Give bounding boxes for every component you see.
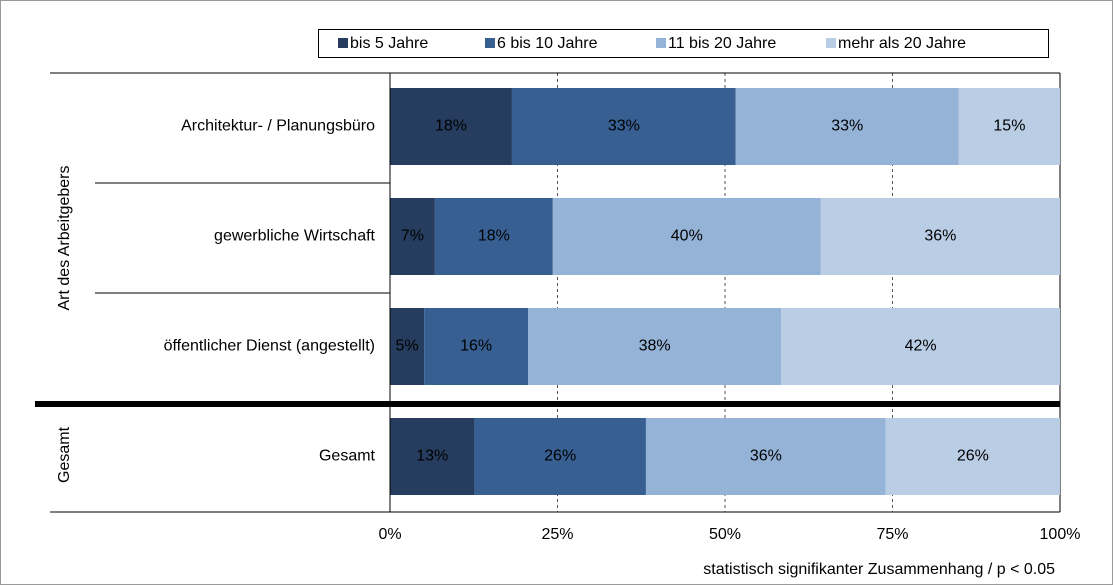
data-label: 7%: [401, 228, 424, 245]
x-tick-label: 50%: [709, 526, 741, 543]
bar-segment: [820, 198, 1060, 275]
legend-label: bis 5 Jahre: [350, 35, 428, 52]
bar-segment: [390, 418, 475, 495]
data-label: 26%: [957, 448, 989, 465]
data-label: 40%: [671, 228, 703, 245]
x-tick-label: 25%: [541, 526, 573, 543]
bar-segment: [434, 198, 553, 275]
bar-segment: [735, 88, 959, 165]
data-label: 36%: [924, 228, 956, 245]
data-label: 5%: [396, 338, 419, 355]
legend-label: mehr als 20 Jahre: [838, 35, 966, 52]
x-tick-label: 75%: [876, 526, 908, 543]
legend-swatch: [656, 38, 666, 48]
note: statistisch signifikanter Zusammenhang /…: [703, 561, 1055, 578]
data-label: 15%: [993, 118, 1025, 135]
bar-segment: [390, 88, 512, 165]
bar-segment: [781, 308, 1060, 385]
data-label: 38%: [639, 338, 671, 355]
bar-segment: [390, 198, 435, 275]
legend-swatch: [826, 38, 836, 48]
bar-segment: [474, 418, 646, 495]
data-label: 18%: [435, 118, 467, 135]
x-tick-label: 100%: [1040, 526, 1081, 543]
bar-segment: [645, 418, 886, 495]
group-label: Art des Arbeitgebers: [56, 166, 73, 311]
data-label: 16%: [460, 338, 492, 355]
data-label: 33%: [608, 118, 640, 135]
data-label: 26%: [544, 448, 576, 465]
data-label: 33%: [831, 118, 863, 135]
legend-box: [318, 29, 1049, 58]
data-label: 42%: [905, 338, 937, 355]
bar-segment: [424, 308, 529, 385]
legend-label: 11 bis 20 Jahre: [668, 35, 776, 52]
x-tick-label: 0%: [378, 526, 401, 543]
group-label: Gesamt: [56, 426, 73, 483]
category-label: Architektur- / Planungsbüro: [181, 118, 375, 135]
bar-segment: [885, 418, 1060, 495]
bar-segment: [552, 198, 821, 275]
category-label: gewerbliche Wirtschaft: [214, 228, 376, 245]
data-label: 13%: [416, 448, 448, 465]
bar-segment: [390, 308, 425, 385]
legend-swatch: [485, 38, 495, 48]
category-label: Gesamt: [319, 448, 376, 465]
bar-segment: [511, 88, 736, 165]
category-label: öffentlicher Dienst (angestellt): [164, 338, 375, 355]
legend-swatch: [338, 38, 348, 48]
bar-segment: [528, 308, 782, 385]
data-label: 18%: [478, 228, 510, 245]
data-label: 36%: [750, 448, 782, 465]
legend-label: 6 bis 10 Jahre: [497, 35, 598, 52]
bar-segment: [958, 88, 1060, 165]
